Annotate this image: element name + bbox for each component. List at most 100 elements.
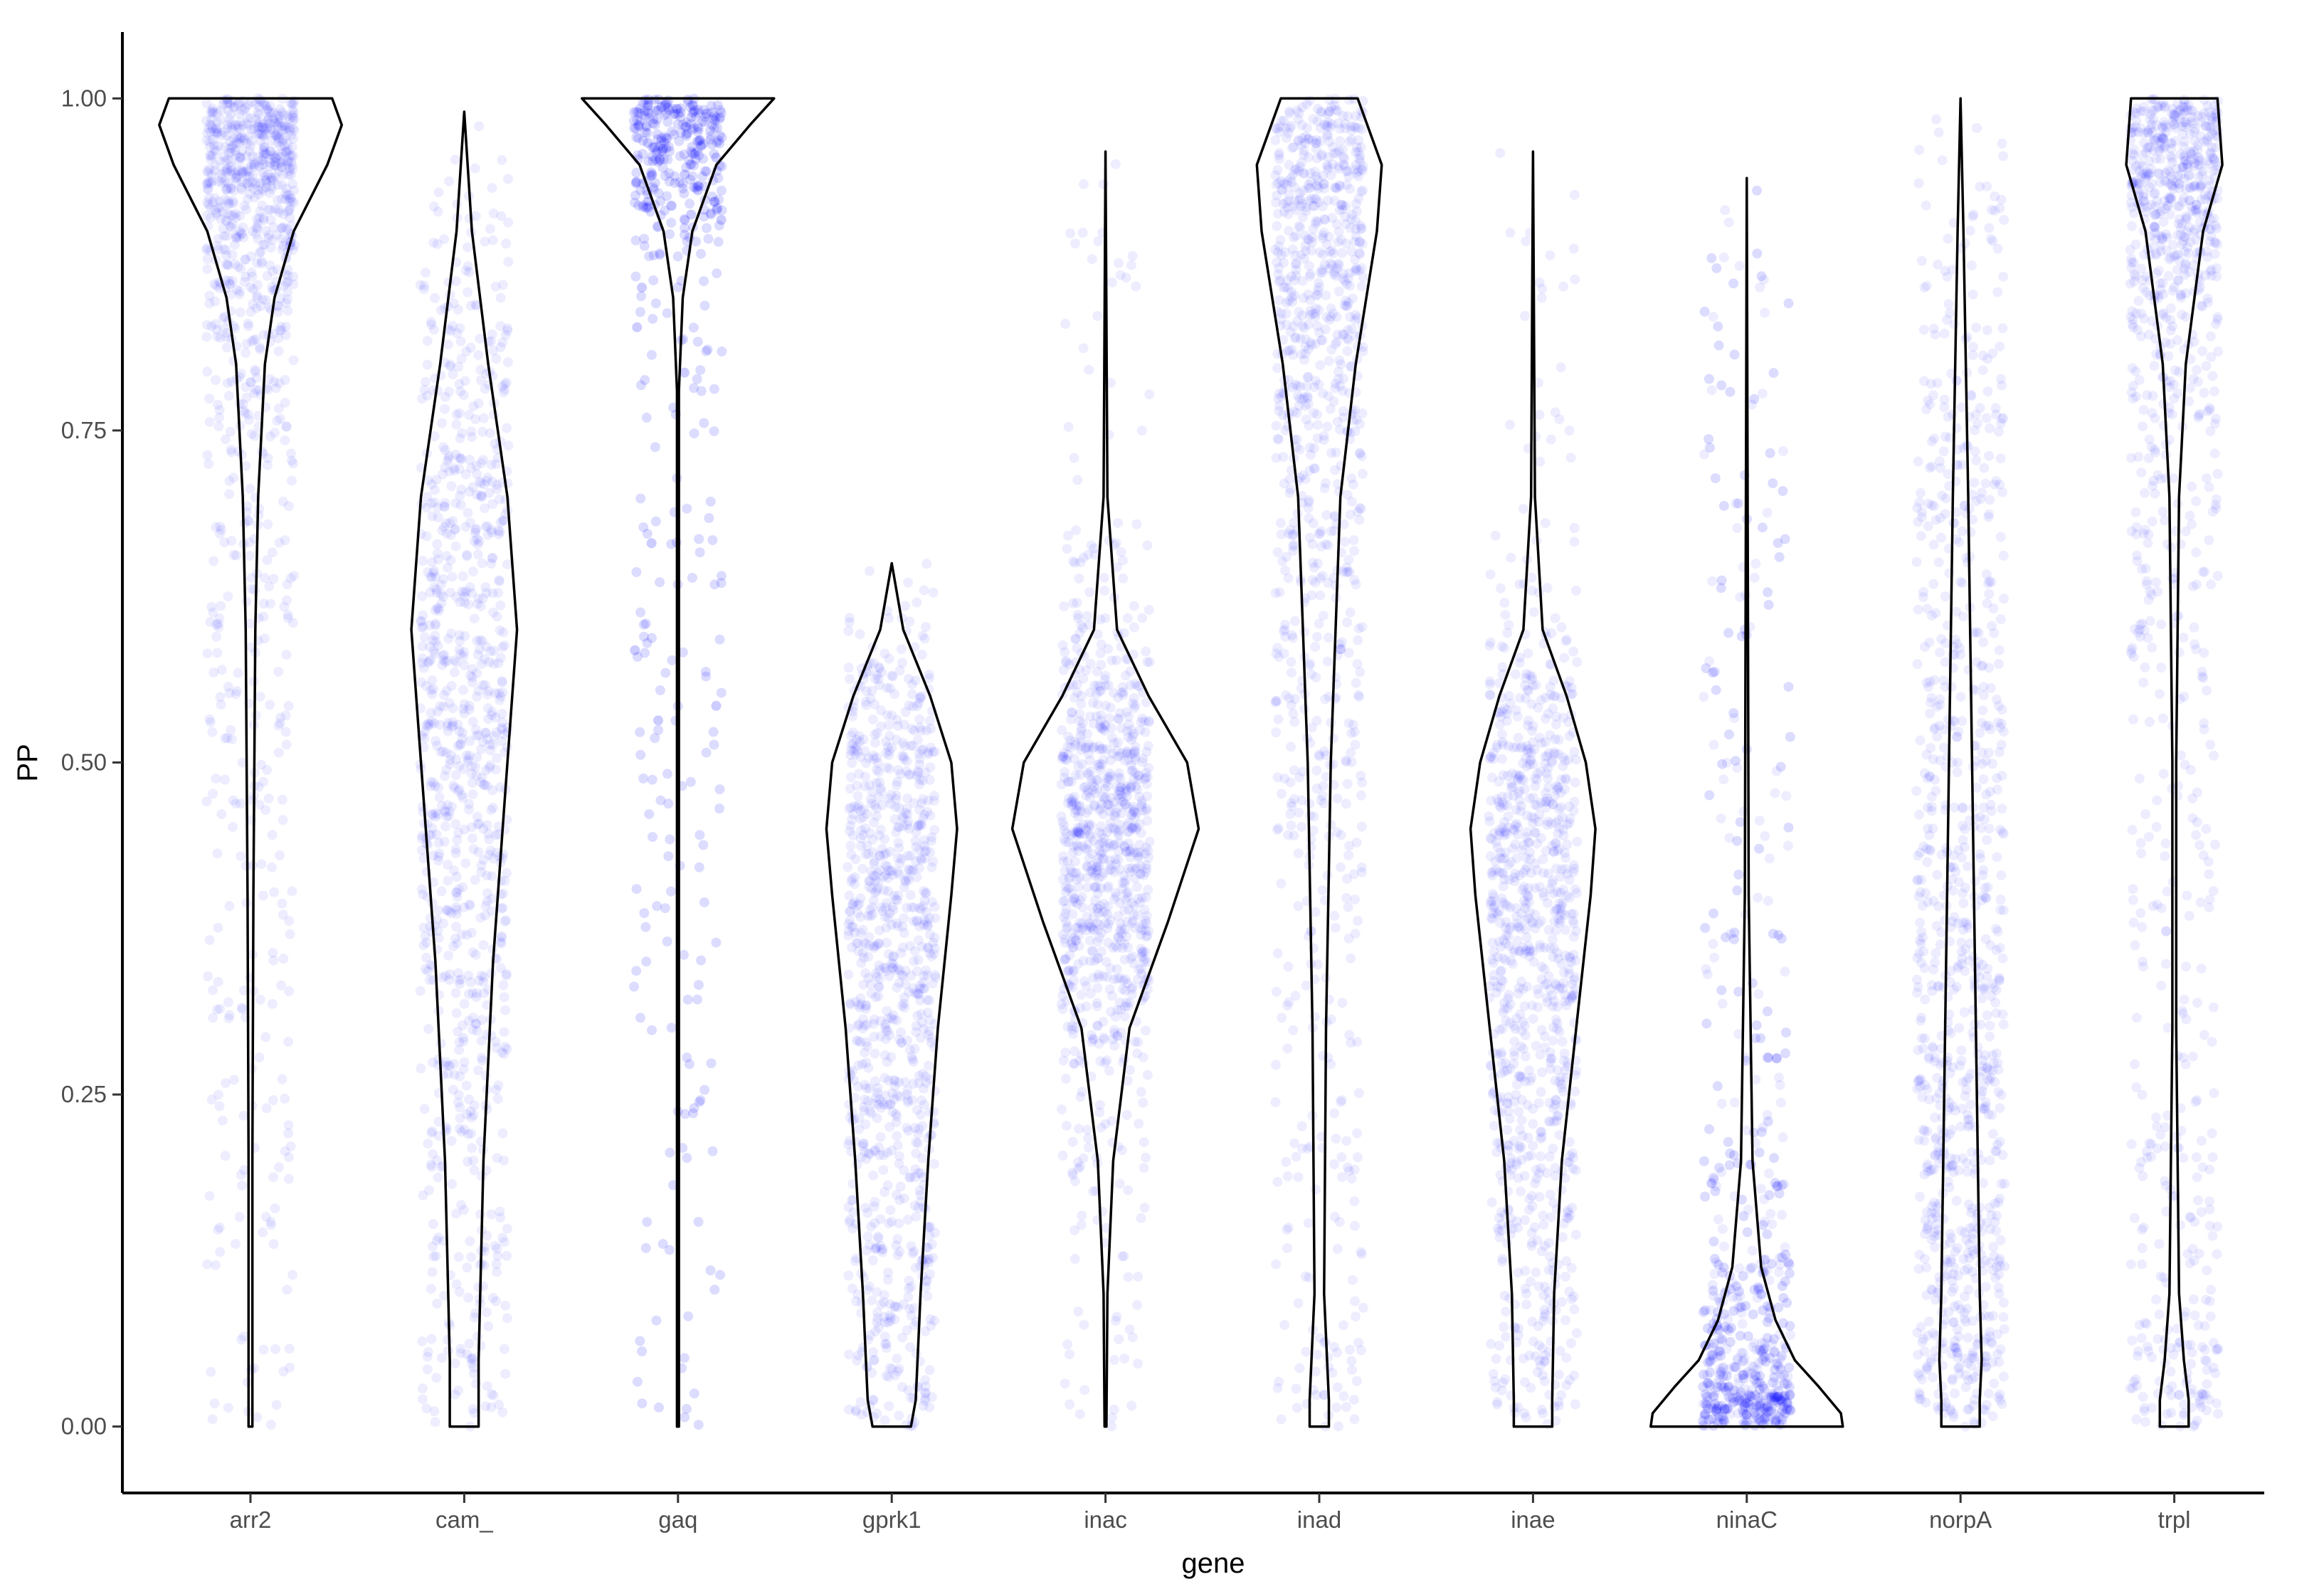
data-point (202, 184, 213, 194)
data-point (451, 1208, 462, 1219)
data-point (1102, 909, 1113, 920)
data-point (447, 571, 458, 582)
data-point (844, 1349, 855, 1360)
data-point (286, 193, 296, 204)
data-point (245, 377, 256, 388)
data-point (502, 1223, 512, 1234)
data-point (224, 688, 235, 699)
data-point (487, 871, 497, 882)
data-point (273, 114, 283, 125)
data-point (482, 781, 492, 791)
data-point (473, 685, 484, 696)
data-point (278, 209, 289, 220)
data-point (214, 405, 225, 416)
data-point (476, 860, 487, 871)
data-point (231, 233, 241, 243)
data-point (1276, 517, 1286, 528)
data-point (423, 1139, 433, 1149)
data-point (202, 366, 213, 377)
data-point (867, 902, 877, 912)
data-point (275, 293, 286, 304)
data-point (230, 120, 241, 131)
data-point (439, 650, 450, 660)
data-point (417, 1336, 428, 1346)
data-point (204, 394, 215, 404)
data-point (874, 925, 884, 936)
data-point (1330, 922, 1341, 933)
data-point (214, 1003, 225, 1014)
data-point (252, 128, 263, 139)
data-point (884, 750, 894, 761)
data-point (850, 872, 860, 882)
data-point (454, 1287, 465, 1297)
data-point (467, 1143, 477, 1154)
data-point (451, 409, 462, 420)
data-point (1351, 1376, 1362, 1386)
data-point (1092, 998, 1102, 1008)
data-point (206, 601, 217, 612)
data-point (1111, 1311, 1122, 1322)
data-point (224, 1010, 235, 1020)
data-point (497, 1233, 508, 1243)
data-point (235, 117, 245, 127)
data-point (258, 213, 269, 223)
data-point (665, 201, 676, 211)
data-point (641, 956, 652, 967)
data-point (439, 522, 450, 532)
data-point (858, 1102, 869, 1112)
data-point (487, 785, 498, 796)
data-point (275, 325, 285, 336)
data-point (449, 524, 460, 535)
data-point (631, 132, 642, 142)
data-point (492, 1094, 503, 1104)
data-point (1104, 865, 1115, 876)
data-point (648, 314, 658, 324)
data-point (870, 1218, 880, 1228)
data-point (454, 453, 465, 463)
data-point (1353, 1152, 1363, 1163)
data-point (865, 566, 875, 576)
data-point (288, 99, 299, 109)
data-point (452, 835, 463, 845)
data-point (894, 965, 905, 976)
data-point (282, 156, 293, 167)
data-point (227, 219, 238, 229)
data-point (678, 949, 689, 960)
data-point (467, 761, 477, 771)
data-point (286, 448, 296, 459)
data-point (693, 1217, 704, 1228)
data-point (1105, 818, 1116, 828)
data-point (426, 716, 437, 727)
data-point (433, 603, 444, 613)
data-point (231, 177, 242, 188)
data-point (211, 117, 222, 127)
data-point (421, 531, 432, 542)
data-point (1077, 902, 1088, 913)
data-point (236, 1170, 246, 1180)
data-point (433, 990, 444, 1001)
data-point (716, 687, 727, 698)
data-point (223, 198, 234, 209)
data-point (450, 848, 461, 858)
data-point (416, 845, 427, 855)
data-point (232, 132, 243, 142)
data-point (495, 1213, 506, 1223)
data-point (278, 815, 288, 825)
data-point (629, 981, 640, 992)
data-point (446, 481, 457, 491)
data-point (201, 115, 211, 126)
data-point (209, 193, 220, 204)
data-point (847, 1223, 858, 1234)
data-point (472, 534, 482, 544)
data-point (495, 321, 506, 332)
data-point (889, 1076, 900, 1087)
data-point (1333, 1421, 1343, 1432)
data-point (1124, 1324, 1135, 1335)
data-point (252, 223, 263, 234)
data-point (495, 782, 506, 793)
data-point (238, 1331, 249, 1341)
data-point (251, 222, 262, 233)
data-point (1117, 1251, 1128, 1262)
data-point (444, 176, 455, 186)
data-point (486, 1402, 497, 1413)
